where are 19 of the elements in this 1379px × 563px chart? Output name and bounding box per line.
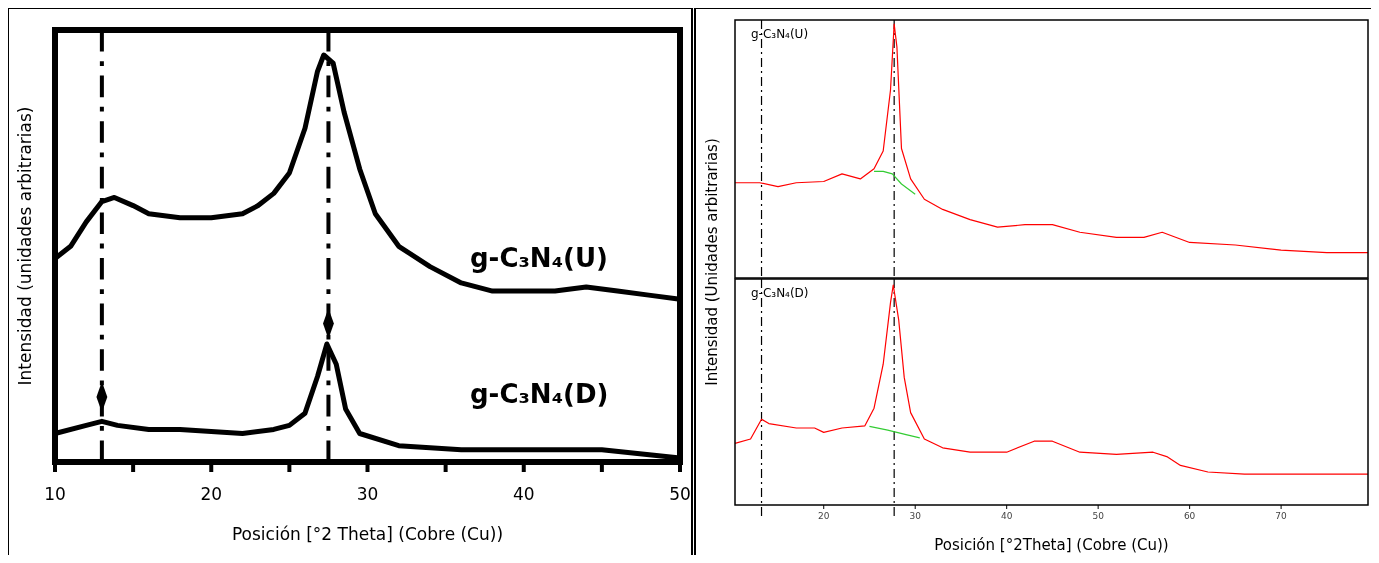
x-tick-label: 30 xyxy=(909,511,922,521)
x-tick-label: 10 xyxy=(44,484,66,504)
series-label: g-C₃N₄(D) xyxy=(470,378,609,409)
y-axis-title: Intensidad (Unidades arbitrarias) xyxy=(702,138,721,386)
x-tick-label: 50 xyxy=(669,484,691,504)
x-tick-label: 20 xyxy=(818,511,830,521)
x-tick-label: 40 xyxy=(1000,511,1013,521)
x-tick-label: 60 xyxy=(1183,511,1196,521)
x-tick-label: 50 xyxy=(1092,511,1105,521)
x-tick-label: 40 xyxy=(512,484,535,504)
x-tick-label: 30 xyxy=(356,484,379,504)
series-label: g-C₃N₄(U) xyxy=(470,243,608,274)
x-axis-title: Posición [°2Theta] (Cobre (Cu)) xyxy=(934,536,1169,554)
x-tick-label: 70 xyxy=(1275,511,1288,521)
y-axis-title: Intensidad (unidades arbitrarias) xyxy=(15,106,35,386)
text: g-C₃N₄(U) xyxy=(751,27,809,41)
x-axis-title: Posición [°2 Theta] (Cobre (Cu)) xyxy=(231,524,504,544)
x-tick-label: 20 xyxy=(200,484,223,504)
text: g-C₃N₄(D) xyxy=(751,286,809,300)
